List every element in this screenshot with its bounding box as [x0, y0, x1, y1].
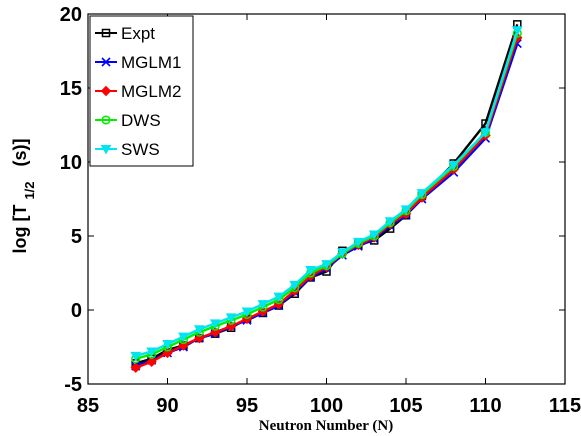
data-point-sws	[130, 351, 142, 362]
series-line-mglm2	[135, 37, 519, 369]
legend-label: DWS	[121, 111, 161, 130]
data-point-sws	[209, 319, 221, 329]
legend-label: MGLM1	[121, 53, 181, 72]
data-point-sws	[400, 205, 412, 215]
y-axis-title-suffix: (s)]	[10, 138, 30, 166]
y-axis-title-prefix: log [T	[10, 205, 30, 254]
data-point-sws	[178, 332, 189, 343]
data-point-sws	[337, 248, 348, 258]
data-point-sws	[289, 280, 301, 291]
data-point-sws	[352, 237, 364, 248]
y-tick-label: 5	[71, 226, 82, 248]
y-tick-label: 20	[60, 4, 82, 26]
legend-marker	[100, 145, 112, 155]
y-axis-title-subscript: 1/2	[22, 181, 37, 199]
series-sws	[130, 26, 523, 362]
series-line-sws	[135, 29, 519, 358]
data-point-sws	[368, 230, 380, 241]
y-tick-label: 10	[60, 152, 82, 174]
x-tick-label: 105	[389, 395, 422, 417]
data-point-sws	[511, 26, 523, 36]
data-point-sws	[384, 217, 396, 227]
legend-item-expt: Expt	[95, 24, 155, 43]
data-point-mglm2	[146, 356, 157, 368]
series-layer	[130, 20, 523, 373]
data-point-sws	[162, 340, 173, 350]
legend-item-mglm1: MGLM1	[95, 53, 181, 72]
svg-text:log [T 1/2 (s)]: log [T 1/2 (s)]	[10, 138, 38, 253]
data-point-sws	[273, 292, 285, 303]
data-point-sws	[480, 128, 491, 138]
x-tick-label: 95	[236, 395, 258, 417]
data-point-sws	[225, 313, 237, 323]
y-tick-label: 0	[71, 300, 82, 322]
x-tick-label: 110	[469, 395, 501, 417]
y-tick-label: -5	[64, 374, 82, 396]
y-axis-title: log [T 1/2 (s)]	[10, 138, 38, 253]
data-point-sws	[321, 260, 332, 270]
legend-marker	[101, 115, 111, 125]
legend-label: MGLM2	[121, 82, 181, 101]
legend-label: Expt	[121, 24, 155, 43]
legend: Expt MGLM1 MGLM2 DWS SWS	[89, 15, 194, 167]
data-point-sws	[146, 347, 157, 357]
x-tick-label: 100	[310, 395, 343, 417]
data-point-sws	[193, 325, 205, 335]
axis-ticks: 85 90 95 100 105 110 115 -5 0 5 10 15 20	[60, 4, 581, 417]
legend-item-sws: SWS	[95, 140, 160, 159]
x-axis-title: Neutron Number (N)	[259, 418, 393, 434]
data-point-sws	[241, 307, 253, 317]
y-tick-label: 15	[60, 78, 82, 100]
data-point-sws	[257, 300, 269, 310]
data-point-sws	[305, 266, 316, 276]
legend-marker	[101, 28, 111, 38]
legend-marker	[101, 57, 111, 67]
data-point-sws	[416, 189, 428, 199]
x-tick-label: 85	[77, 395, 99, 417]
x-tick-label: 90	[156, 395, 178, 417]
legend-item-mglm2: MGLM2	[95, 82, 181, 101]
legend-label: SWS	[121, 140, 160, 159]
legend-item-dws: DWS	[95, 111, 161, 130]
data-point-sws	[448, 160, 460, 171]
x-tick-label: 115	[549, 395, 581, 417]
legend-marker	[100, 85, 112, 97]
data-point-mglm2	[130, 362, 141, 373]
